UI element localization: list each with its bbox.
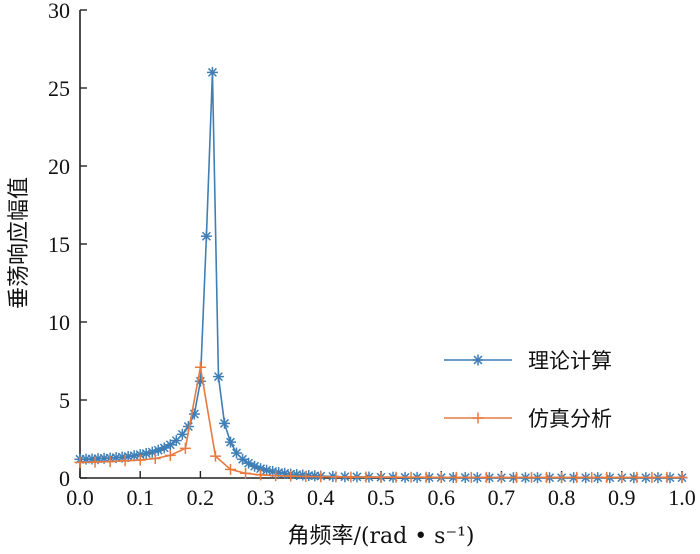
data-point xyxy=(270,470,282,482)
y-tick-label: 30 xyxy=(48,0,70,23)
data-point xyxy=(134,454,146,466)
data-point xyxy=(375,471,387,483)
legend-marker xyxy=(472,412,484,424)
data-point xyxy=(586,471,598,483)
data-point xyxy=(140,448,152,460)
y-tick-label: 0 xyxy=(59,466,70,491)
data-point xyxy=(200,230,212,242)
data-point xyxy=(390,471,402,483)
data-point xyxy=(104,456,116,468)
data-point xyxy=(225,463,236,475)
data-point xyxy=(405,471,417,483)
legend-entry-0: 理论计算 xyxy=(444,349,612,373)
data-point xyxy=(255,469,267,481)
data-point xyxy=(164,449,176,461)
data-point xyxy=(240,467,252,479)
data-point xyxy=(176,428,188,440)
data-point xyxy=(149,453,161,464)
x-tick-label: 0.1 xyxy=(126,485,154,510)
data-point xyxy=(74,456,86,468)
data-point xyxy=(631,471,643,483)
data-point xyxy=(164,439,176,451)
data-point xyxy=(300,470,312,482)
data-point xyxy=(465,471,477,483)
data-point xyxy=(209,450,221,462)
legend-label: 理论计算 xyxy=(528,349,612,373)
y-tick-label: 5 xyxy=(59,388,70,413)
data-point xyxy=(450,471,462,483)
y-tick-label: 25 xyxy=(48,76,70,101)
data-point xyxy=(616,471,628,483)
data-point xyxy=(526,471,537,483)
x-tick-label: 0.8 xyxy=(548,485,576,510)
x-tick-label: 0.5 xyxy=(367,485,395,510)
series-group xyxy=(74,66,688,484)
x-tick-label: 0.9 xyxy=(608,485,636,510)
x-axis-label: 角频率/(rad • s⁻¹) xyxy=(288,524,475,549)
data-point xyxy=(420,471,432,483)
x-tick-label: 0.3 xyxy=(247,485,275,510)
y-tick-label: 10 xyxy=(48,310,70,335)
data-point xyxy=(218,417,230,429)
series-1 xyxy=(74,361,688,483)
data-point xyxy=(571,471,583,483)
data-point xyxy=(315,471,327,483)
x-tick-label: 0.0 xyxy=(66,485,94,510)
data-point xyxy=(119,455,131,467)
x-tick-label: 0.2 xyxy=(187,485,215,510)
legend-marker xyxy=(472,354,484,366)
x-tick-label: 1.0 xyxy=(668,485,696,510)
data-point xyxy=(556,471,568,483)
data-point xyxy=(676,471,688,483)
axes-group: 0.0 0.1 0.2 0.3 0.4 0.5 0.6 0.7 0.8 0.9 1.0 0 5 10 15 2… xyxy=(48,0,696,510)
data-point xyxy=(601,471,613,483)
data-point xyxy=(212,371,224,383)
legend-entry-1: 仿真分析 xyxy=(444,407,612,431)
data-point xyxy=(435,471,447,483)
data-point xyxy=(89,456,101,468)
y-axis-label: 垂荡响应幅值 xyxy=(7,177,32,309)
data-point xyxy=(510,471,522,483)
data-point xyxy=(330,471,342,483)
legend-label: 仿真分析 xyxy=(528,407,612,431)
x-tick-label: 0.6 xyxy=(427,485,455,510)
data-point xyxy=(285,470,297,482)
data-point xyxy=(541,471,553,483)
x-tick-label: 0.4 xyxy=(307,485,335,510)
data-point xyxy=(194,361,206,373)
data-point xyxy=(495,471,507,483)
data-point xyxy=(480,471,492,483)
data-point xyxy=(661,471,673,483)
data-point xyxy=(360,471,372,483)
x-tick-label: 0.7 xyxy=(488,485,516,510)
data-point xyxy=(237,453,249,465)
data-point xyxy=(225,436,236,448)
data-point xyxy=(179,442,191,454)
y-tick-label: 20 xyxy=(48,154,70,179)
data-point xyxy=(206,66,218,78)
data-point xyxy=(345,471,357,483)
y-tick-label: 15 xyxy=(48,232,70,257)
data-point xyxy=(646,471,658,483)
